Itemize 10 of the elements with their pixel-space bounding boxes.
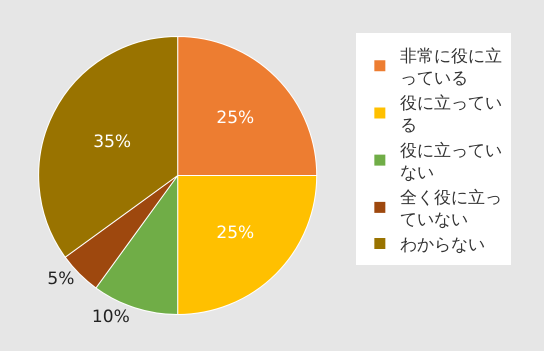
legend-label: 全く役に立っていない bbox=[400, 188, 502, 230]
data-label: 5% bbox=[47, 268, 74, 289]
data-label: 35% bbox=[93, 132, 132, 152]
data-label: 25% bbox=[216, 108, 254, 128]
legend-label: 役に立っていない bbox=[400, 140, 502, 183]
legend-label: わからない bbox=[400, 235, 485, 256]
legend-label: 役に立っている bbox=[400, 94, 502, 136]
data-label: 10% bbox=[92, 306, 130, 327]
data-label: 25% bbox=[216, 223, 254, 244]
legend-label: 非常に役に立っている bbox=[400, 46, 502, 88]
